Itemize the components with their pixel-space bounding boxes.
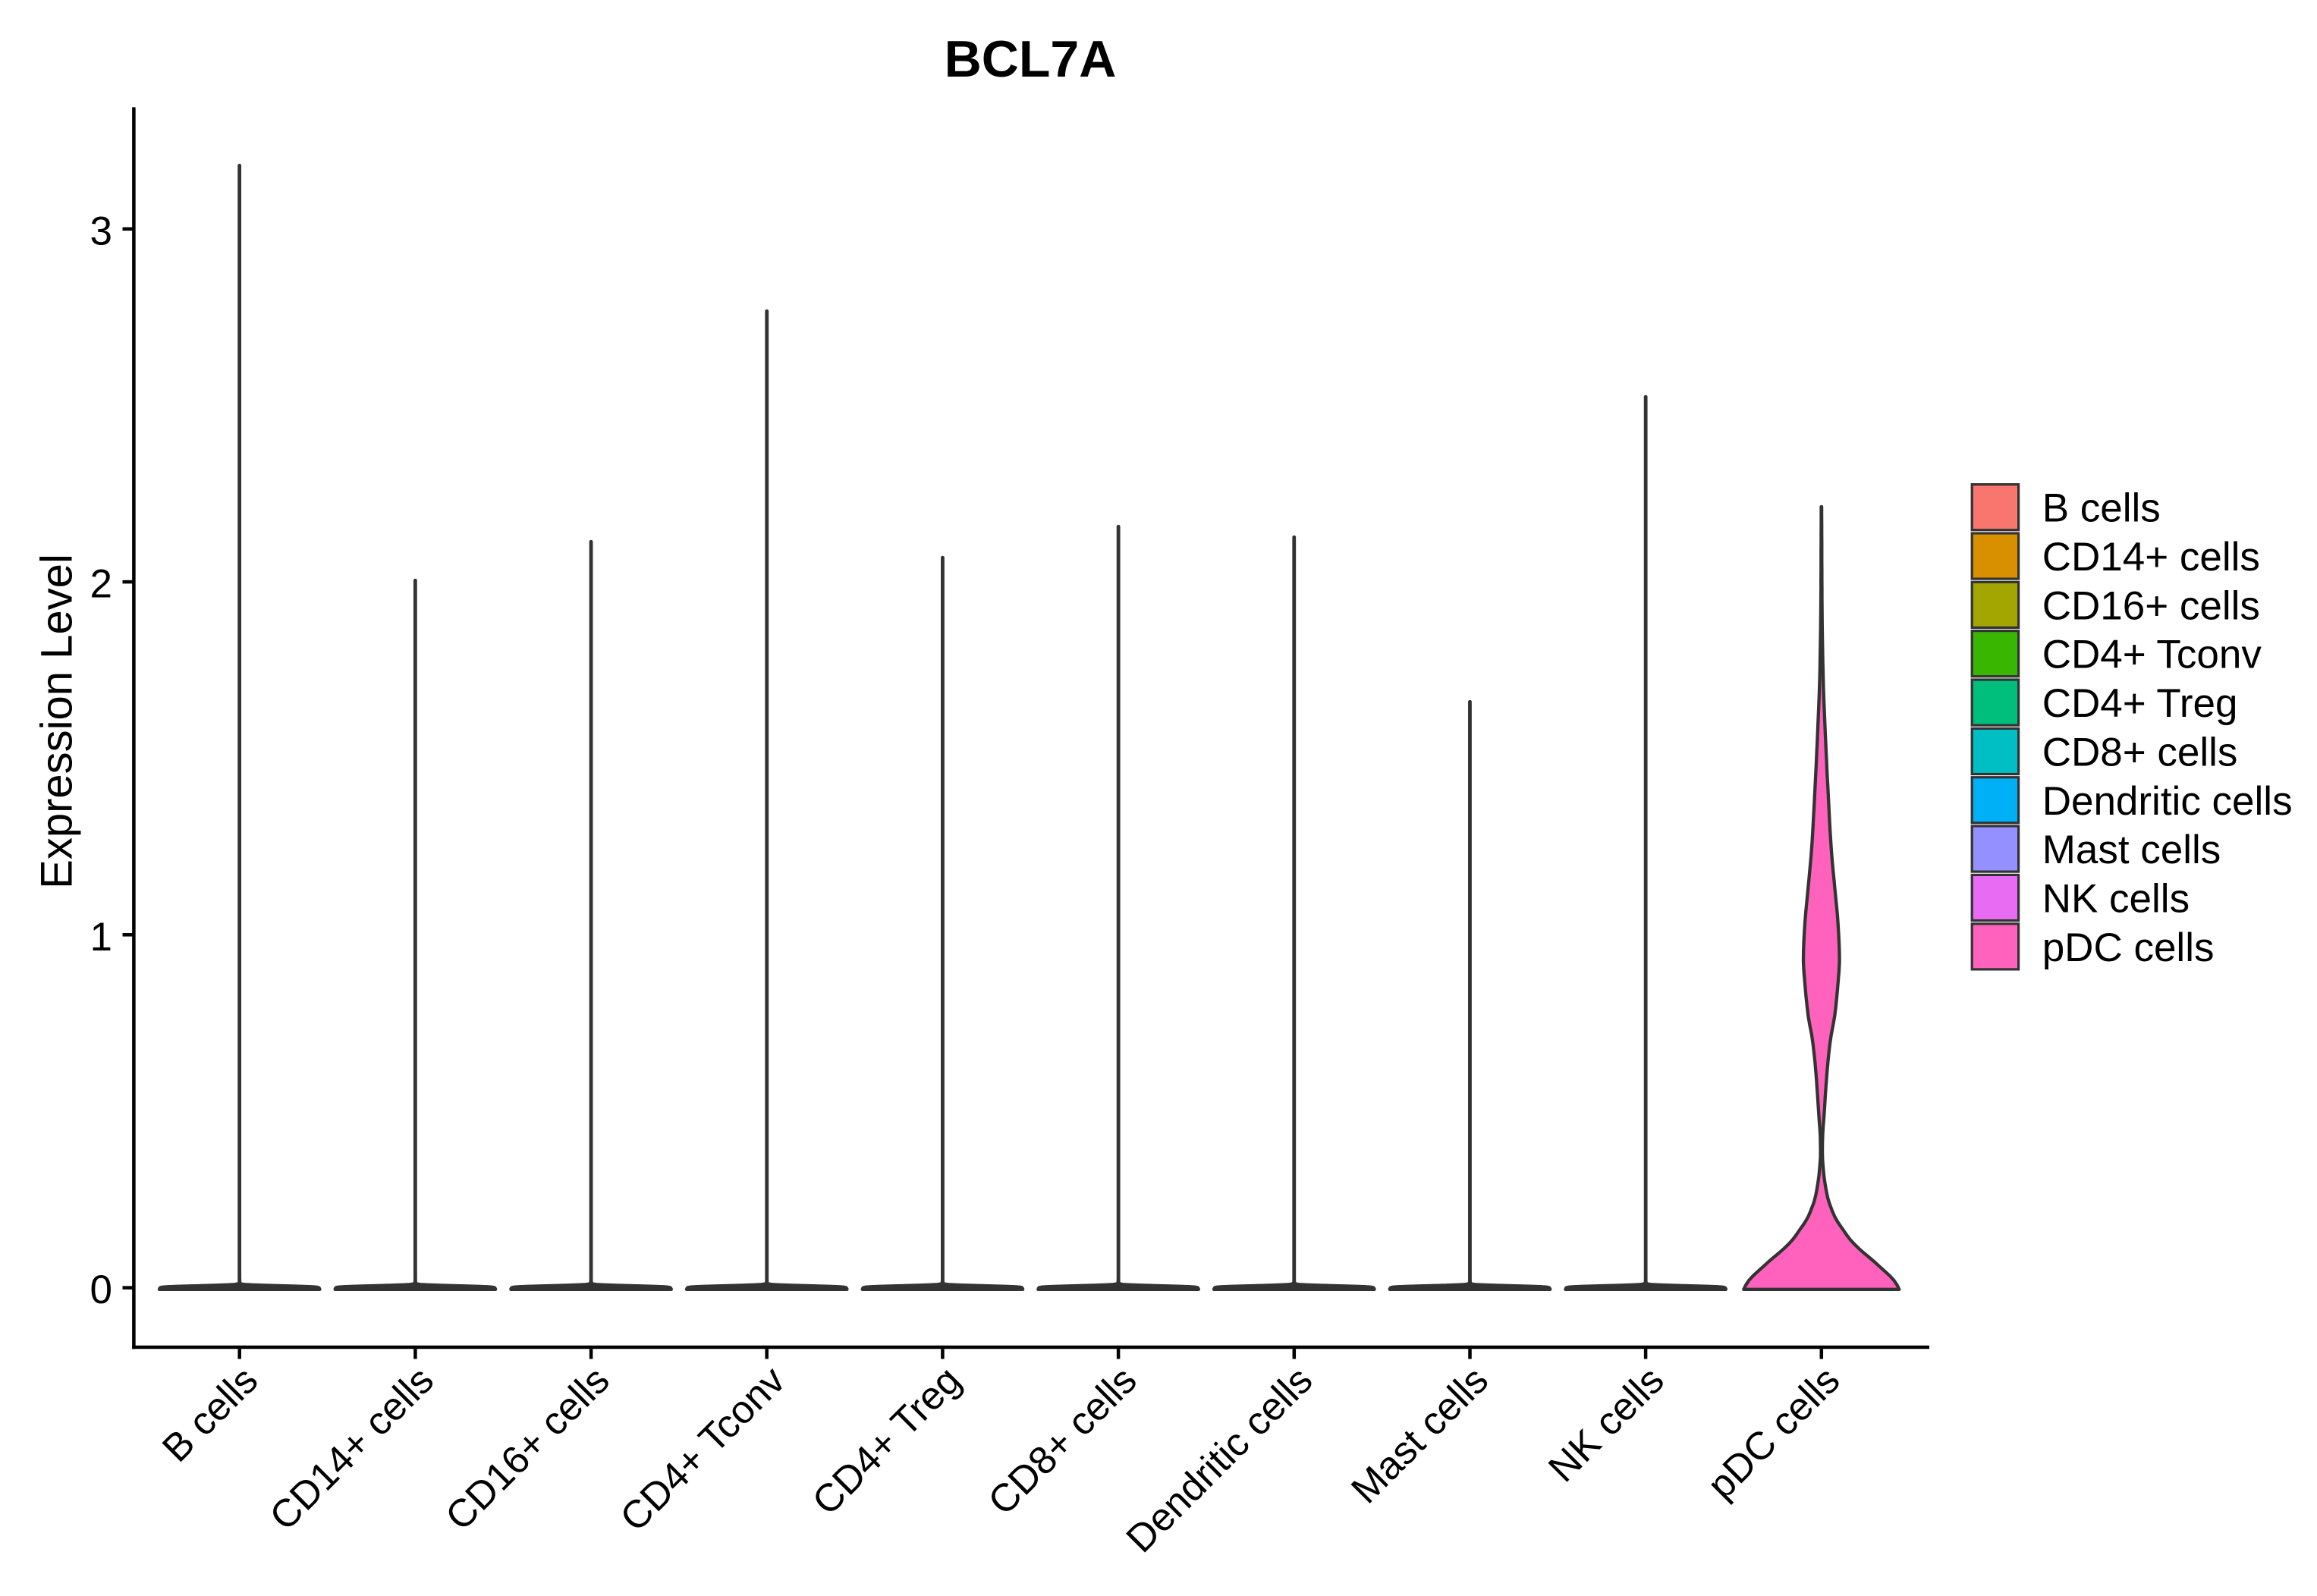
svg-text:pDC cells: pDC cells bbox=[2042, 925, 2215, 970]
svg-text:2: 2 bbox=[90, 562, 112, 607]
svg-text:CD16+ cells: CD16+ cells bbox=[2042, 583, 2260, 628]
svg-text:Dendritic cells: Dendritic cells bbox=[2042, 779, 2293, 824]
svg-text:CD8+ cells: CD8+ cells bbox=[2042, 730, 2238, 774]
svg-text:3: 3 bbox=[90, 209, 112, 253]
svg-text:B cells: B cells bbox=[2042, 486, 2161, 531]
svg-text:BCL7A: BCL7A bbox=[945, 30, 1117, 88]
svg-text:0: 0 bbox=[90, 1268, 112, 1312]
svg-text:1: 1 bbox=[90, 915, 112, 960]
svg-text:Mast cells: Mast cells bbox=[2042, 828, 2221, 872]
svg-text:CD14+ cells: CD14+ cells bbox=[2042, 535, 2260, 580]
svg-text:CD4+ Tconv: CD4+ Tconv bbox=[2042, 633, 2262, 677]
svg-text:NK cells: NK cells bbox=[2042, 877, 2190, 922]
svg-text:CD4+ Treg: CD4+ Treg bbox=[2042, 681, 2238, 726]
svg-text:Expression Level: Expression Level bbox=[33, 554, 82, 889]
